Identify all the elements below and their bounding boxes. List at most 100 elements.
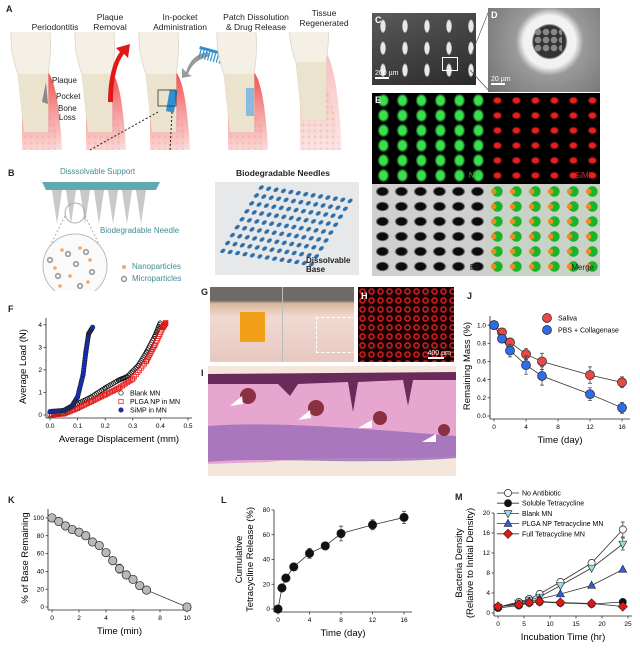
data-point [585, 389, 595, 400]
quadrant-label-merge: Merge [571, 263, 594, 272]
data-point [140, 363, 146, 369]
data-point [514, 598, 523, 606]
data-point [84, 342, 90, 348]
x-tick-label: 15 [572, 621, 580, 628]
data-point [61, 410, 67, 416]
data-point [618, 564, 628, 573]
y-tick-label: 0.4 [477, 377, 486, 384]
data-point [147, 343, 153, 349]
data-point [555, 582, 565, 591]
data-point [131, 374, 138, 380]
x-tick-label: 0.2 [101, 423, 110, 430]
data-point [617, 601, 628, 612]
data-point [57, 411, 63, 417]
data-point [136, 367, 142, 373]
error-bar [131, 577, 135, 582]
x-tick-label: 0 [276, 617, 280, 624]
legend-marker [502, 528, 514, 539]
data-point [60, 521, 71, 531]
data-point [513, 599, 524, 610]
panel-label-i: I [201, 368, 204, 378]
series-line [277, 517, 405, 610]
series-line [497, 543, 624, 608]
merge-image: Merge [486, 184, 600, 276]
data-point [73, 396, 79, 403]
x-axis-label: Time (day) [537, 435, 582, 446]
data-point [182, 602, 192, 612]
data-point [65, 405, 71, 411]
x-tick-label: 0.1 [73, 423, 82, 430]
x-axis-label: Time (day) [320, 628, 365, 639]
y-tick-label: 20 [263, 581, 271, 588]
data-point [143, 359, 149, 365]
data-point [161, 322, 168, 328]
data-point [144, 358, 150, 364]
data-point [75, 394, 81, 400]
legend-marker [118, 390, 124, 396]
error-bar [588, 366, 592, 384]
panel-label-f: F [8, 304, 14, 314]
sem-image-d: D 20 µm [488, 8, 600, 92]
data-point [158, 329, 164, 335]
y-tick-label: 20 [483, 510, 491, 517]
y-tick-label: 0.8 [477, 340, 486, 347]
needle-label: Biodegradable Needle [100, 226, 180, 235]
legend-label: SiMP in MN [130, 408, 167, 415]
x-tick-label: 0 [50, 615, 54, 622]
photo-title: Biodegradable Needles [236, 168, 331, 178]
error-bar [124, 571, 129, 578]
data-point [162, 320, 169, 326]
data-point [81, 397, 87, 404]
fluorescence-np: E NP [372, 93, 486, 184]
data-point [50, 411, 56, 418]
data-point [85, 331, 92, 338]
data-point [80, 403, 86, 409]
microneedle-schematic [42, 182, 160, 291]
legend-marker [542, 313, 552, 323]
data-point [79, 375, 85, 381]
y-axis-label: CumulativeTetracycline Release (%) [234, 507, 256, 612]
data-point [83, 350, 89, 356]
data-point [70, 402, 76, 408]
data-point [493, 603, 503, 612]
legend-nanoparticles: Nanoparticles [132, 262, 181, 271]
data-point [62, 409, 69, 415]
data-point [74, 405, 80, 412]
data-point [85, 334, 91, 340]
data-point [156, 323, 162, 329]
data-point [497, 327, 507, 338]
data-point [60, 410, 66, 416]
stage-label: In-pocket Administration [153, 12, 207, 32]
data-point [90, 393, 96, 399]
y-tick-label: 0 [40, 604, 44, 611]
data-point [83, 344, 90, 351]
sem-image-c: C 200 µm [372, 13, 476, 85]
data-point [50, 408, 56, 414]
support-label: Disssolvable Support [60, 167, 136, 176]
data-point [101, 548, 111, 558]
error-bar [620, 376, 624, 389]
data-point [109, 381, 115, 387]
series-plga-np-in-mn [47, 320, 169, 418]
error-bar [508, 338, 512, 347]
data-point [161, 322, 167, 328]
data-point [514, 599, 524, 608]
data-point [89, 325, 95, 331]
series-line [493, 324, 623, 409]
data-point [70, 401, 76, 407]
data-point [156, 322, 163, 328]
data-point [81, 361, 87, 367]
data-point [128, 370, 134, 376]
chart-l: 0 4 8 12 16 0 20 40 60 80 Time (day) CumulativeTetr… [234, 507, 412, 639]
data-point [146, 345, 152, 351]
data-point [273, 604, 283, 614]
error-bar [492, 321, 496, 330]
data-point [54, 411, 60, 418]
series-line [497, 601, 623, 609]
data-point [155, 336, 161, 342]
y-tick-label: 16 [483, 530, 491, 537]
data-point [72, 398, 78, 404]
x-axis-label: Incubation Time (hr) [521, 632, 605, 643]
legend-item: Saliva [542, 313, 577, 323]
data-point [152, 331, 159, 337]
